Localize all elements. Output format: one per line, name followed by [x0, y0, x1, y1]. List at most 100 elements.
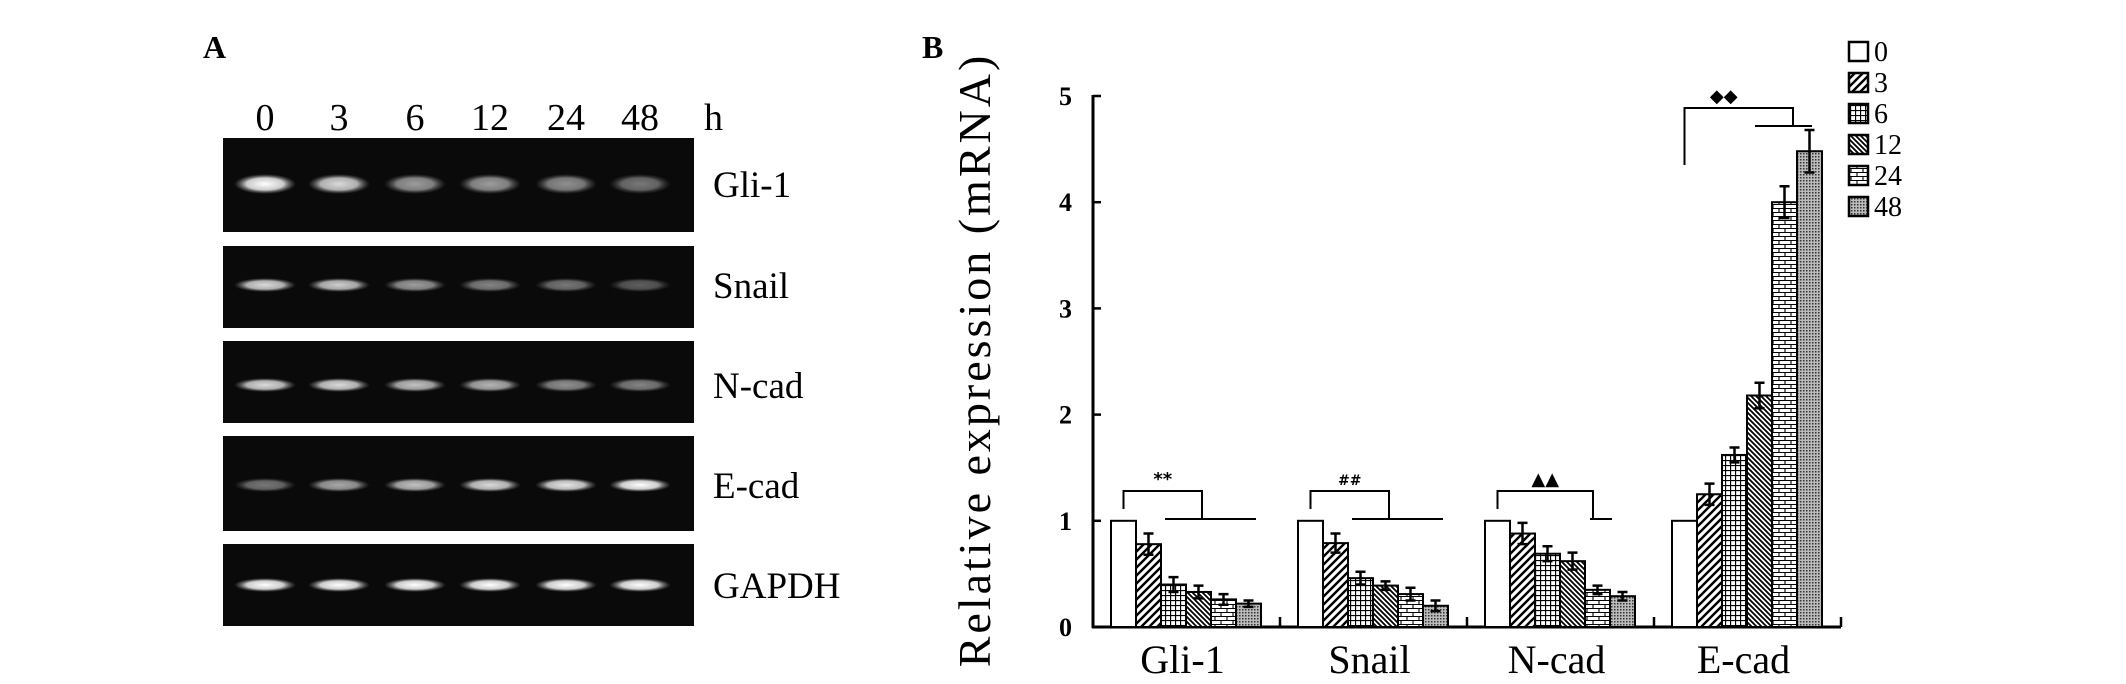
gel-row-label: N-cad [713, 366, 804, 407]
gel-band [535, 378, 597, 392]
error-bar [1405, 586, 1416, 602]
error-bar [1355, 570, 1366, 586]
error-bar [1567, 551, 1578, 571]
gel-band [308, 174, 370, 194]
gel-band [234, 378, 296, 392]
error-bar [1243, 599, 1254, 609]
significance-marker: ◆◆ [1710, 86, 1738, 107]
bar-n-cad-24h [1584, 588, 1611, 629]
error-bar [1754, 381, 1765, 410]
significance-bracket: ** [1122, 469, 1256, 520]
bar-group-gli-1 [1110, 519, 1262, 629]
bar-e-cad-3h [1696, 493, 1723, 628]
gel-band [535, 478, 597, 492]
error-bar [1592, 584, 1603, 596]
legend-label: 24 [1874, 161, 1902, 192]
lane-label: 6 [406, 97, 425, 139]
legend-label: 12 [1874, 130, 1902, 161]
gel-band [234, 478, 296, 492]
bar-n-cad-6h [1534, 552, 1561, 628]
y-tick-label: 3 [1059, 294, 1072, 323]
legend-swatch [1847, 40, 1870, 63]
bracket-line [1683, 107, 1794, 165]
gel-band [234, 278, 296, 292]
gel-band [459, 278, 521, 292]
gel-band [535, 174, 597, 194]
gel-row-snail: Snail [223, 246, 789, 328]
lane-label: 24 [547, 97, 585, 139]
error-bar [1779, 185, 1790, 220]
gel-row-e-cad: E-cad [223, 436, 800, 531]
gel-band [234, 578, 296, 592]
bar-gli-1-3h [1135, 543, 1162, 628]
gel-row-label: GAPDH [713, 566, 840, 607]
bar-e-cad-12h [1746, 394, 1773, 629]
error-bar [1617, 590, 1628, 602]
error-bar [1804, 128, 1815, 174]
legend-swatch [1847, 164, 1870, 187]
gel-band [384, 378, 446, 392]
gel-band [609, 578, 671, 592]
bracket-line [1496, 490, 1594, 519]
bar-group-n-cad [1484, 519, 1636, 629]
gel-band [609, 378, 671, 392]
significance-marker: ▲▲ [1531, 469, 1559, 490]
x-category-label: Snail [1328, 637, 1410, 682]
bracket-line [1309, 490, 1390, 519]
y-tick-label: 2 [1059, 401, 1072, 430]
gel-band [384, 578, 446, 592]
gel-band [308, 278, 370, 292]
gel-row-label: Gli-1 [713, 165, 791, 206]
significance-bracket: ## [1309, 473, 1443, 520]
gel-band [535, 278, 597, 292]
panel-label-b: B [922, 29, 943, 65]
gel-row-n-cad: N-cad [223, 341, 804, 423]
legend-swatch [1847, 71, 1870, 94]
gel-band [308, 378, 370, 392]
error-bar [1380, 580, 1391, 592]
bar-n-cad-3h [1509, 532, 1536, 629]
lane-label: 3 [330, 97, 349, 139]
y-tick-label: 0 [1059, 613, 1072, 642]
y-tick-label: 1 [1059, 507, 1072, 536]
lane-label: 0 [256, 97, 275, 139]
lane-label: 12 [471, 97, 509, 139]
y-tick-label: 4 [1059, 188, 1072, 217]
gel-row-gli-1: Gli-1 [223, 138, 791, 232]
legend-label: 6 [1874, 99, 1888, 130]
gel-band [308, 478, 370, 492]
significance-bracket: ◆◆ [1683, 86, 1812, 165]
bar-e-cad-0h [1671, 519, 1698, 628]
bar-group-e-cad [1671, 128, 1823, 629]
x-category-label: E-cad [1697, 637, 1790, 682]
error-bar [1704, 482, 1715, 507]
gel-panel: A0 3 6 12 24 48 h Gli-1 Snail N-cad E-cad GAPDH [203, 29, 840, 626]
bar-snail-12h [1372, 584, 1399, 628]
bar-e-cad-48h [1796, 150, 1823, 628]
significance-marker: ** [1153, 469, 1172, 490]
y-tick-label: 5 [1059, 82, 1072, 111]
gel-band [535, 578, 597, 592]
bar-n-cad-12h [1559, 560, 1586, 629]
bar-e-cad-24h [1771, 201, 1798, 628]
x-category-label: N-cad [1508, 637, 1606, 682]
gel-band [384, 174, 446, 194]
gel-band [459, 578, 521, 592]
y-axis-label: Relative expression (mRNA) [949, 53, 1000, 668]
lane-label: 48 [621, 97, 659, 139]
significance-marker: ## [1338, 473, 1361, 489]
gel-band [459, 478, 521, 492]
error-bar [1430, 599, 1441, 613]
error-bar [1542, 545, 1553, 563]
error-bar [1729, 446, 1740, 464]
legend-swatch [1847, 195, 1870, 218]
error-bar [1330, 532, 1341, 554]
legend-swatch [1847, 133, 1870, 156]
x-category-label: Gli-1 [1140, 637, 1224, 682]
gel-row-label: Snail [713, 266, 789, 307]
error-bar [1517, 521, 1528, 546]
